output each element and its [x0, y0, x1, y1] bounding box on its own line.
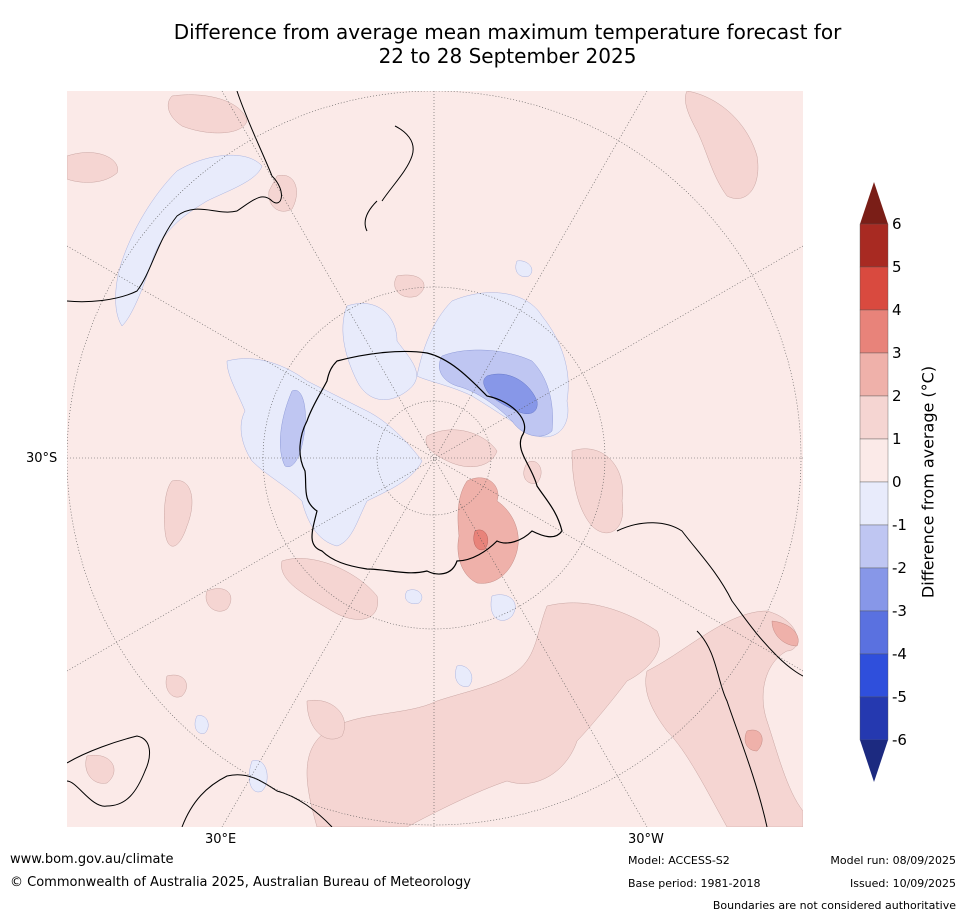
- colorbar-tick-label: 0: [892, 473, 902, 491]
- lat-label-30s: 30°S: [26, 451, 58, 466]
- map-title: Difference from average mean maximum tem…: [0, 20, 965, 68]
- issued-text: Issued: 10/09/2025: [849, 877, 956, 890]
- colorbar-arrow-top: [860, 182, 888, 224]
- lon-label-30e: 30°E: [205, 832, 237, 847]
- colorbar-tick-label: 1: [892, 430, 902, 448]
- antarctica-coastline: [299, 350, 563, 575]
- model-run-text: Model run: 08/09/2025: [830, 854, 956, 867]
- colorbar-box-2_3: [859, 352, 889, 397]
- colorbar-box-m5_m4: [859, 653, 889, 698]
- website-text: www.bom.gov.au/climate: [10, 852, 174, 867]
- temperature-anomaly-map: [67, 91, 803, 827]
- colorbar-tick-label: -2: [892, 559, 907, 577]
- disclaimer-text: Boundaries are not considered authoritat…: [712, 899, 956, 912]
- colorbar-box-m3_m2: [859, 567, 889, 612]
- africa-coastline: [67, 735, 333, 827]
- colorbar-title: Difference from average (°C): [918, 365, 938, 599]
- colorbar-box-m6_m5: [859, 696, 889, 741]
- lon-label-30w: 30°W: [628, 832, 664, 847]
- colorbar-box-m2_m1: [859, 524, 889, 569]
- title-line-2: 22 to 28 September 2025: [378, 44, 637, 68]
- australia-coastline: [67, 91, 282, 303]
- colorbar-box-1_2: [859, 395, 889, 440]
- south-america-coastline: [616, 522, 803, 827]
- colorbar-tick-label: -4: [892, 645, 907, 663]
- new-zealand-coastline: [364, 125, 414, 232]
- colorbar-tick-label: 3: [892, 344, 902, 362]
- copyright-text: © Commonwealth of Australia 2025, Austra…: [10, 875, 471, 890]
- colorbar-box-0_1: [859, 438, 889, 483]
- colorbar-tick-label: -5: [892, 688, 907, 706]
- colorbar-box-m4_m3: [859, 610, 889, 655]
- colorbar-tick-label: 5: [892, 258, 902, 276]
- graticule: [67, 91, 803, 827]
- colorbar-tick-label: -6: [892, 731, 907, 749]
- colorbar-tick-label: -3: [892, 602, 907, 620]
- colorbar-tick-label: 4: [892, 301, 902, 319]
- colorbar-box-4_5: [859, 266, 889, 311]
- anomaly-3-to-4-regions: [473, 529, 489, 551]
- title-line-1: Difference from average mean maximum tem…: [173, 20, 842, 44]
- colorbar: 6 5 4 3 2 1 0 -1 -2 -3 -4 -5 -6: [859, 182, 907, 782]
- colorbar-box-m1_0: [859, 481, 889, 526]
- colorbar-tick-label: -1: [892, 516, 907, 534]
- colorbar-arrow-bottom: [860, 740, 888, 782]
- colorbar-tick-label: 6: [892, 215, 902, 233]
- model-text: Model: ACCESS-S2: [628, 854, 730, 867]
- anomaly-1-to-2-regions: [67, 91, 803, 827]
- colorbar-tick-label: 2: [892, 387, 902, 405]
- colorbar-box-3_4: [859, 309, 889, 354]
- colorbar-box-5_6: [859, 223, 889, 268]
- base-period-text: Base period: 1981-2018: [628, 877, 761, 890]
